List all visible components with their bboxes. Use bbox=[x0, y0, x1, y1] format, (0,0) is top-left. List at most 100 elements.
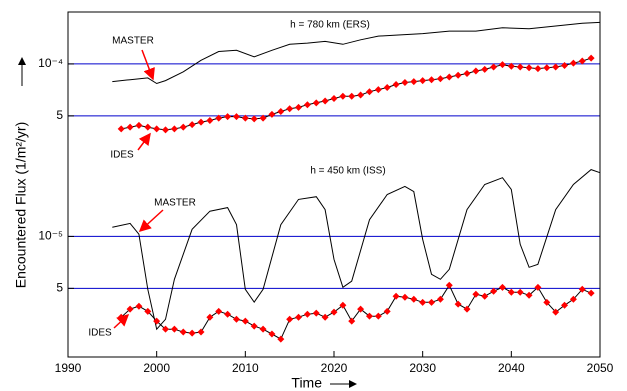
data-point bbox=[162, 325, 170, 333]
data-point bbox=[126, 123, 134, 131]
data-point bbox=[561, 301, 569, 309]
data-point bbox=[392, 80, 400, 88]
data-point bbox=[179, 328, 187, 336]
data-point bbox=[277, 335, 285, 343]
x-tick-label: 2010 bbox=[232, 361, 259, 375]
data-point bbox=[286, 105, 294, 113]
data-point bbox=[516, 63, 524, 71]
data-point bbox=[286, 315, 294, 323]
x-axis-label: Time bbox=[291, 375, 322, 391]
data-point bbox=[516, 288, 524, 296]
series-label-arrow bbox=[113, 313, 130, 329]
data-point bbox=[498, 283, 506, 291]
x-tick-label: 2040 bbox=[498, 361, 525, 375]
data-point bbox=[117, 125, 125, 133]
data-point bbox=[578, 285, 586, 293]
data-point bbox=[507, 62, 515, 70]
series-label-arrow bbox=[137, 132, 151, 151]
data-point bbox=[525, 64, 533, 72]
data-point bbox=[170, 325, 178, 333]
y-axis-label: Encountered Flux (1/m²/yr) bbox=[13, 122, 29, 289]
data-point bbox=[295, 313, 303, 321]
data-point bbox=[144, 307, 152, 315]
data-point bbox=[197, 328, 205, 336]
data-point bbox=[348, 317, 356, 325]
data-point bbox=[144, 123, 152, 131]
data-point bbox=[587, 54, 595, 62]
data-point bbox=[525, 291, 533, 299]
data-point bbox=[498, 61, 506, 69]
data-point bbox=[179, 123, 187, 131]
data-point bbox=[162, 126, 170, 134]
data-point bbox=[241, 317, 249, 325]
data-point bbox=[436, 295, 444, 303]
data-point bbox=[410, 295, 418, 303]
data-point bbox=[578, 57, 586, 65]
data-point bbox=[241, 114, 249, 122]
data-point bbox=[259, 114, 267, 122]
data-point bbox=[135, 121, 143, 129]
data-point bbox=[428, 298, 436, 306]
data-point bbox=[303, 101, 311, 109]
data-point bbox=[419, 77, 427, 85]
data-point bbox=[419, 298, 427, 306]
data-point bbox=[197, 118, 205, 126]
y-tick-label: 10⁻⁴ bbox=[38, 56, 63, 70]
series-label: IDES bbox=[88, 328, 112, 339]
data-point bbox=[224, 113, 232, 121]
data-point bbox=[268, 330, 276, 338]
data-point bbox=[215, 114, 223, 122]
data-point bbox=[365, 88, 373, 96]
annotation: h = 450 km (ISS) bbox=[310, 166, 385, 177]
data-point bbox=[339, 301, 347, 309]
data-point bbox=[383, 84, 391, 92]
data-point bbox=[445, 73, 453, 81]
data-point bbox=[232, 315, 240, 323]
data-point bbox=[153, 317, 161, 325]
data-point bbox=[392, 292, 400, 300]
data-point bbox=[454, 300, 462, 308]
data-point bbox=[552, 308, 560, 316]
annotation: h = 780 km (ERS) bbox=[290, 20, 370, 31]
data-point bbox=[374, 312, 382, 320]
data-point bbox=[569, 59, 577, 67]
data-point bbox=[463, 305, 471, 313]
series-label-arrow bbox=[141, 49, 155, 81]
data-point bbox=[250, 322, 258, 330]
series-label: IDES bbox=[110, 150, 134, 161]
data-point bbox=[357, 91, 365, 99]
y-tick-label: 5 bbox=[56, 281, 63, 295]
data-point bbox=[481, 292, 489, 300]
x-tick-label: 1990 bbox=[55, 361, 82, 375]
data-point bbox=[224, 310, 232, 318]
data-point bbox=[303, 310, 311, 318]
series-label: MASTER bbox=[112, 36, 154, 47]
data-point bbox=[259, 325, 267, 333]
x-tick-label: 2050 bbox=[587, 361, 614, 375]
data-point bbox=[215, 307, 223, 315]
data-point bbox=[401, 293, 409, 301]
data-point bbox=[295, 103, 303, 111]
data-point bbox=[312, 99, 320, 107]
series-line bbox=[112, 169, 601, 331]
data-point bbox=[561, 61, 569, 69]
data-point bbox=[428, 76, 436, 84]
data-point bbox=[321, 97, 329, 105]
y-tick-label: 5 bbox=[56, 108, 63, 122]
data-point bbox=[445, 281, 453, 289]
data-point bbox=[250, 115, 258, 123]
series-label-arrow bbox=[138, 209, 164, 233]
data-point bbox=[321, 313, 329, 321]
data-point bbox=[534, 65, 542, 73]
data-point bbox=[330, 308, 338, 316]
data-point bbox=[312, 309, 320, 317]
data-point bbox=[277, 107, 285, 115]
data-point bbox=[481, 65, 489, 73]
data-point bbox=[339, 92, 347, 100]
data-point bbox=[490, 63, 498, 71]
data-point bbox=[472, 67, 480, 75]
data-point bbox=[357, 305, 365, 313]
plot-frame bbox=[67, 11, 601, 358]
